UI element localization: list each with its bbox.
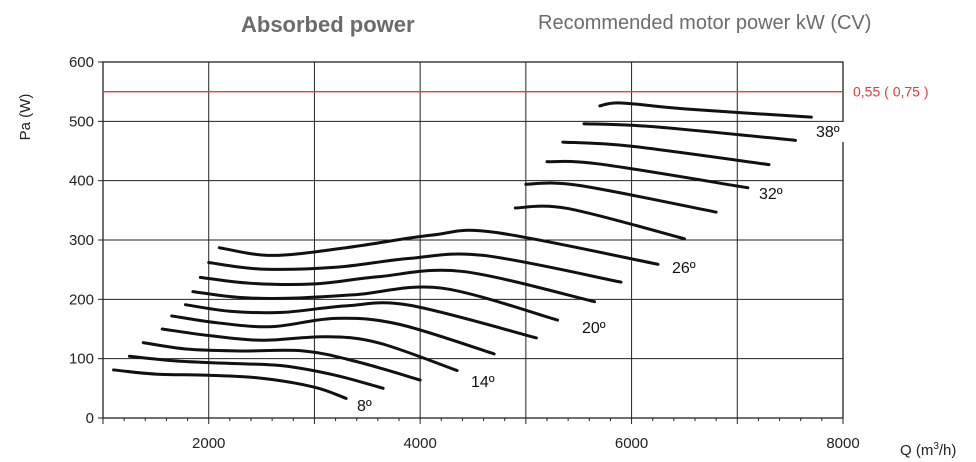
series-curve: [545, 159, 750, 190]
series-curve: [170, 314, 496, 356]
labels-group: 0,55 ( 0,75 ) 8º 14º 20º 26º 32º 38º: [354, 84, 929, 416]
curve-label-bg: [669, 258, 702, 278]
y-tick-label: 500: [69, 113, 94, 130]
series-curve: [198, 268, 597, 304]
curve-label-bg: [468, 372, 501, 392]
series-group: [112, 101, 813, 400]
curve-label: 14º: [471, 374, 495, 391]
y-axis-label: Pa (W): [17, 94, 34, 141]
x-tick-label: 2000: [192, 435, 225, 452]
series-curve: [561, 140, 771, 167]
x-tick-label: 4000: [403, 435, 436, 452]
reference-line-label: 0,55 ( 0,75 ): [853, 84, 929, 100]
curve-label: 26º: [672, 260, 696, 277]
y-tick-label: 100: [69, 351, 94, 368]
curve-label-bg: [813, 122, 846, 142]
curve-label: 8º: [357, 398, 372, 415]
x-tick-label: 6000: [615, 435, 648, 452]
series-curve: [127, 354, 385, 390]
curve-label: 32º: [759, 186, 783, 203]
y-tick-label: 0: [86, 410, 94, 427]
x-tick-label: 8000: [826, 435, 859, 452]
x-axis-label: Q (m3/h): [900, 441, 956, 459]
series-curve: [582, 122, 797, 142]
y-tick-label: 200: [69, 291, 94, 308]
series-curve: [183, 301, 538, 340]
y-tick-label: 300: [69, 232, 94, 249]
curve-label-bg: [756, 184, 789, 204]
y-tick-label: 600: [69, 54, 94, 71]
series-curve: [191, 285, 560, 322]
y-tick-label: 400: [69, 173, 94, 190]
grid: [102, 61, 844, 419]
chart-subtitle: Recommended motor power kW (CV): [538, 12, 872, 34]
series-curve: [524, 181, 718, 214]
series-curve: [217, 228, 660, 266]
chart-title: Absorbed power: [241, 12, 415, 37]
curve-label-bg: [579, 318, 612, 338]
axes: 0 100 200 300 400 500 600 2000 4000 6000 8000 Q (m3…: [17, 54, 956, 459]
series-curve: [207, 252, 623, 284]
series-curve: [513, 204, 686, 241]
series-curve: [160, 327, 459, 373]
series-curve: [112, 368, 348, 400]
series-curve: [141, 341, 422, 382]
curve-label: 20º: [582, 320, 606, 337]
curve-label: 38º: [816, 124, 840, 141]
curve-label-bg: [354, 396, 378, 416]
series-curve: [598, 101, 813, 119]
